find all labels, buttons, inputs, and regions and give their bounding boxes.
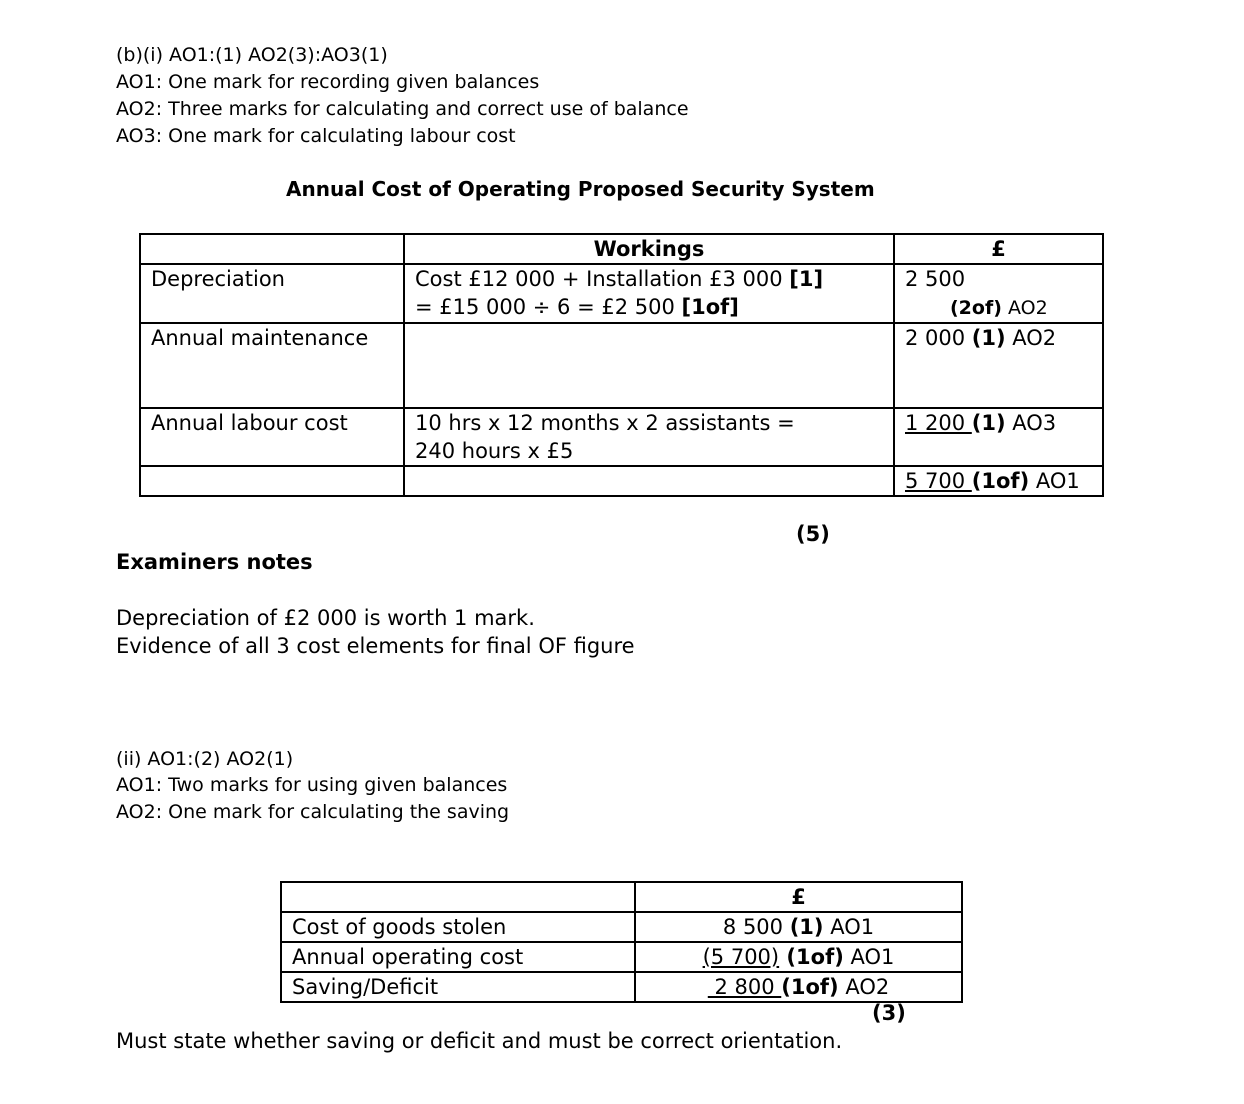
workings-text: 240 hours x £5 bbox=[415, 439, 574, 463]
ao1-line: AO1: One mark for recording given balanc… bbox=[116, 71, 540, 93]
ao: AO1 bbox=[1029, 469, 1080, 493]
row-label: Depreciation bbox=[139, 263, 405, 324]
table-header-row: Workings £ bbox=[139, 233, 1104, 265]
ao: AO1 bbox=[843, 945, 895, 969]
value: 1 200 bbox=[905, 411, 972, 435]
value: 2 800 bbox=[707, 975, 782, 999]
note-line: Evidence of all 3 cost elements for fina… bbox=[116, 634, 635, 658]
row-value: 2 500 (2of) AO2 bbox=[893, 263, 1104, 324]
value: (5 700) bbox=[702, 945, 780, 969]
row-value: 5 700 (1of) AO1 bbox=[893, 465, 1104, 497]
ao3-line: AO3: One mark for calculating labour cos… bbox=[116, 125, 516, 147]
table-header-row: £ bbox=[280, 881, 963, 913]
part-ii-heading: (ii) AO1:(2) AO2(1) bbox=[116, 748, 294, 770]
ao2-line: AO2: One mark for calculating the saving bbox=[116, 801, 510, 823]
mark: (1) bbox=[971, 326, 1006, 350]
row-label: Saving/Deficit bbox=[280, 971, 636, 1003]
ao1-line: AO1: Two marks for using given balances bbox=[116, 774, 508, 796]
row-label: Annual maintenance bbox=[139, 322, 405, 409]
row-workings bbox=[403, 322, 895, 409]
table-row: Annual maintenance 2 000 (1) AO2 bbox=[139, 322, 1104, 409]
mark: (1) bbox=[789, 915, 824, 939]
total-value: 5 700 bbox=[905, 469, 972, 493]
value: 2 000 bbox=[905, 326, 972, 350]
row-value: 2 800 (1of) AO2 bbox=[634, 971, 963, 1003]
mark: [1of] bbox=[681, 295, 739, 319]
header-workings: Workings bbox=[403, 233, 895, 265]
mark: (2of) bbox=[950, 297, 1002, 319]
ao: AO1 bbox=[823, 915, 875, 939]
table-row: Saving/Deficit 2 800 (1of) AO2 bbox=[280, 971, 963, 1003]
ao: AO3 bbox=[1005, 411, 1057, 435]
mark: [1] bbox=[789, 267, 824, 291]
examiners-notes-heading: Examiners notes bbox=[116, 550, 313, 574]
marks-5: (5) bbox=[796, 522, 830, 546]
row-workings: Cost £12 000 + Installation £3 000 [1] = … bbox=[403, 263, 895, 324]
marks-3: (3) bbox=[872, 1001, 906, 1025]
table-title: Annual Cost of Operating Proposed Securi… bbox=[286, 177, 875, 201]
row-workings: 10 hrs x 12 months x 2 assistants = 240 h… bbox=[403, 407, 895, 467]
workings-text: = £15 000 ÷ 6 = £2 500 bbox=[415, 295, 682, 319]
table-total-row: 5 700 (1of) AO1 bbox=[139, 465, 1104, 497]
value: 8 500 bbox=[722, 915, 790, 939]
part-i-heading: (b)(i) AO1:(1) AO2(3):AO3(1) bbox=[116, 44, 388, 66]
ao: AO2 bbox=[1005, 326, 1057, 350]
saving-table: £ Cost of goods stolen 8 500 (1) AO1 Annu… bbox=[280, 881, 963, 1003]
table-row: Cost of goods stolen 8 500 (1) AO1 bbox=[280, 911, 963, 943]
cost-table: Workings £ Depreciation Cost £12 000 + I… bbox=[139, 233, 1104, 497]
row-label: Cost of goods stolen bbox=[280, 911, 636, 943]
note-line: Depreciation of £2 000 is worth 1 mark. bbox=[116, 606, 535, 630]
row-workings bbox=[403, 465, 895, 497]
header-blank bbox=[280, 881, 636, 913]
ao: AO2 bbox=[1001, 297, 1048, 319]
header-pound: £ bbox=[634, 881, 963, 913]
header-blank bbox=[139, 233, 405, 265]
mark: (1of) bbox=[781, 975, 839, 999]
orientation-note: Must state whether saving or deficit and… bbox=[116, 1029, 843, 1053]
ao: AO2 bbox=[838, 975, 890, 999]
row-value: 2 000 (1) AO2 bbox=[893, 322, 1104, 409]
workings-text: Cost £12 000 + Installation £3 000 bbox=[415, 267, 790, 291]
mark: (1of) bbox=[971, 469, 1030, 493]
table-row: Depreciation Cost £12 000 + Installation… bbox=[139, 263, 1104, 324]
table-row: Annual operating cost (5 700) (1of) AO1 bbox=[280, 941, 963, 973]
table-row: Annual labour cost 10 hrs x 12 months x … bbox=[139, 407, 1104, 467]
row-label bbox=[139, 465, 405, 497]
header-pound: £ bbox=[893, 233, 1104, 265]
value: 2 500 bbox=[905, 267, 966, 291]
mark: (1of) bbox=[779, 945, 844, 969]
mark: (1) bbox=[971, 411, 1006, 435]
row-value: 8 500 (1) AO1 bbox=[634, 911, 963, 943]
ao2-line: AO2: Three marks for calculating and cor… bbox=[116, 98, 689, 120]
row-label: Annual operating cost bbox=[280, 941, 636, 973]
row-value: (5 700) (1of) AO1 bbox=[634, 941, 963, 973]
workings-text: 10 hrs x 12 months x 2 assistants = bbox=[415, 411, 795, 435]
row-label: Annual labour cost bbox=[139, 407, 405, 467]
row-value: 1 200 (1) AO3 bbox=[893, 407, 1104, 467]
